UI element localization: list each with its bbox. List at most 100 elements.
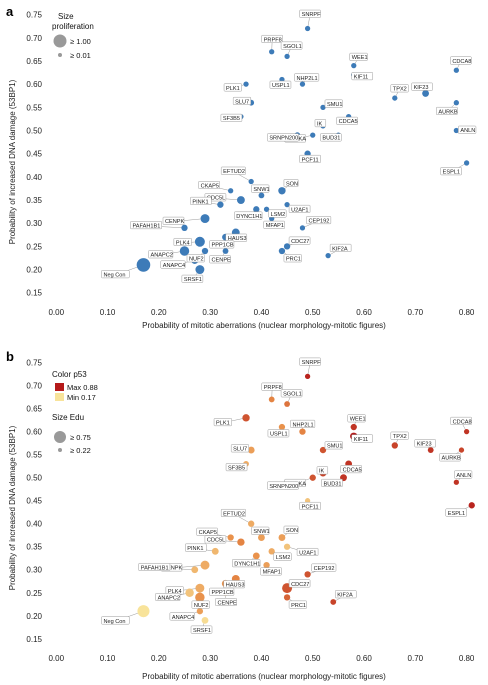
panel-a-label-box xyxy=(263,220,285,229)
panel-b-point-eftud2 xyxy=(248,520,255,527)
panel-a-point-kif2a xyxy=(325,253,331,259)
panel-a-label-text: CEP192 xyxy=(308,218,329,224)
panel-b-label-text: SRSF1 xyxy=(193,628,211,634)
panel-b-point-pafah1b1 xyxy=(191,566,199,574)
panel-b-y-tick-label: 0.15 xyxy=(26,635,42,644)
panel-a-label-text: PRC1 xyxy=(286,257,301,263)
panel-b-label-text: CDC27 xyxy=(291,582,309,588)
panel-b-label-cdca5: CDCA5 xyxy=(340,465,362,473)
panel-b-point-cep192 xyxy=(304,571,311,578)
panel-b-label-text: KIF23 xyxy=(417,442,432,448)
panel-a-label-box xyxy=(181,274,204,283)
panel-a-label-box xyxy=(324,99,343,108)
panel-a-label-box xyxy=(458,125,477,134)
panel-b-label-pcf11: PCF11 xyxy=(299,501,321,510)
panel-b-label-text: PINK1 xyxy=(187,546,203,552)
panel-a-label-box xyxy=(225,233,248,242)
panel-b-label-prpf8: PRPF8 xyxy=(261,382,283,391)
panel-a-point-espl1 xyxy=(463,160,470,166)
panel-a-label-lsm2: LSM2 xyxy=(268,209,287,218)
panel-a-y-tick-label: 0.70 xyxy=(26,34,42,43)
panel-a-label-box xyxy=(198,181,220,190)
panel-b-y-tick-label: 0.30 xyxy=(26,566,42,575)
panel-b-label-sgol1: SGOL1 xyxy=(280,389,303,398)
panel-a-point-pafah1b1 xyxy=(181,224,188,232)
panel-a-y-axis-label: Probability of increased DNA damage (53B… xyxy=(8,79,17,244)
panel-a-point-aurka xyxy=(310,132,316,138)
panel-a-label-text: CDCA5 xyxy=(339,119,358,125)
panel-b-label-aurkb: AURKB xyxy=(439,453,461,462)
panel-b-label-text: CENPE xyxy=(218,600,238,606)
panel-a-label-text: NUF2 xyxy=(189,257,204,263)
panel-b-y-tick-label: 0.75 xyxy=(26,359,42,368)
panel-b-label-ppp1cb: PPP1CB xyxy=(209,587,235,596)
panel-a-label-box xyxy=(261,34,283,43)
panel-a-legend-title-line2: proliferation xyxy=(52,22,94,31)
panel-a-y-tick-label: 0.20 xyxy=(26,266,42,275)
panel-a-label-bud31: BUD31 xyxy=(320,133,342,142)
panel-a-label-box xyxy=(299,154,321,163)
panel-a-label-srsf1: SRSF1 xyxy=(181,274,204,283)
panel-a-y-axis: 0.15 0.20 0.25 0.30 0.35 0.40 0.45 0.50 0.55 0.60… xyxy=(26,11,42,298)
panel-b-point-nuf2 xyxy=(195,592,205,603)
panel-b-label-text: LSM2 xyxy=(276,555,291,561)
panel-b-y-tick-label: 0.60 xyxy=(26,428,42,437)
panel-a-label-text: MFAP1 xyxy=(266,223,284,229)
panel-b-label-box xyxy=(138,562,171,571)
panel-b-point-snw1 xyxy=(258,534,265,541)
panel-b-label-box xyxy=(185,543,207,552)
panel-b-label-snw1: SNW1 xyxy=(251,526,270,535)
panel-a-label-text: SRNPN200 xyxy=(269,136,298,142)
panel-b-label-box xyxy=(209,587,235,596)
panel-a-label-box xyxy=(268,209,287,218)
panel-b-label-box xyxy=(299,501,321,510)
panel-a-label-text: CENPK xyxy=(165,219,185,225)
panel-b-label-text: PRC1 xyxy=(291,603,306,609)
panel-a-label-kif2a: KIF2A xyxy=(329,243,352,252)
panel-b-label-text: SF3B5 xyxy=(228,465,245,471)
panel-a-label-text: CDC27 xyxy=(291,239,309,245)
panel-a-label-box xyxy=(251,184,270,193)
panel-a-label-text: SON xyxy=(286,181,298,187)
panel-a-x-tick-label: 0.70 xyxy=(408,308,424,317)
panel-b-x-tick-label: 0.70 xyxy=(408,654,424,663)
panel-a-label-pcf11: PCF11 xyxy=(299,154,321,163)
panel-a-label-box xyxy=(349,52,368,61)
panel-a-label-box xyxy=(320,133,342,142)
panel-a-label-anapc2: ANAPC2 xyxy=(148,250,174,259)
panel-b-label-text: CEP192 xyxy=(314,566,335,572)
panel-a-label-eftud2: EFTUD2 xyxy=(220,166,246,175)
panel-b-label-text: SON xyxy=(286,528,298,534)
panel-b-label-text: Neg Con xyxy=(103,619,125,625)
panel-b-label-box xyxy=(191,600,210,609)
panel-b-label-box xyxy=(267,481,299,490)
panel-a-point-anapc2 xyxy=(179,246,190,256)
panel-b-label-text: PAFAH1B1 xyxy=(141,565,169,571)
panel-b-point-smu1 xyxy=(319,446,327,454)
panel-a-label-text: PAFAH1B1 xyxy=(132,223,160,229)
panel-b-label-box xyxy=(251,526,270,535)
panel-a-label-text: SF3B5 xyxy=(223,116,240,122)
panel-b-label-uspl1: USPL1 xyxy=(267,429,290,438)
panel-b-point-sgol1 xyxy=(284,401,290,407)
panel-b-point-pink1 xyxy=(211,547,219,555)
panel-a-label-text: SGOL1 xyxy=(283,44,302,50)
panel-b-label-box xyxy=(414,439,436,448)
panel-b-label-box xyxy=(288,600,307,609)
panel-b-point-cdca8 xyxy=(463,429,470,435)
panel-a-label-text: SMU1 xyxy=(327,102,343,108)
panel-b-point-tpx2 xyxy=(391,442,398,449)
panel-a-label-box xyxy=(294,73,320,82)
panel-a-label-text: ESPL1 xyxy=(443,170,460,176)
panel-a-point-plk1 xyxy=(243,81,249,87)
panel-a-y-tick-label: 0.75 xyxy=(26,11,42,20)
panel-a-label-box xyxy=(288,204,311,213)
panel-b-label-box xyxy=(351,434,374,443)
panel-b-label-box xyxy=(316,466,329,475)
panel-a-label-text: PPP1CB xyxy=(212,243,234,249)
panel-b-point-neg-con xyxy=(137,605,150,618)
panel-b-x-tick-label: 0.10 xyxy=(100,654,116,663)
panel-a-label-haus3: HAUS3 xyxy=(225,233,248,242)
